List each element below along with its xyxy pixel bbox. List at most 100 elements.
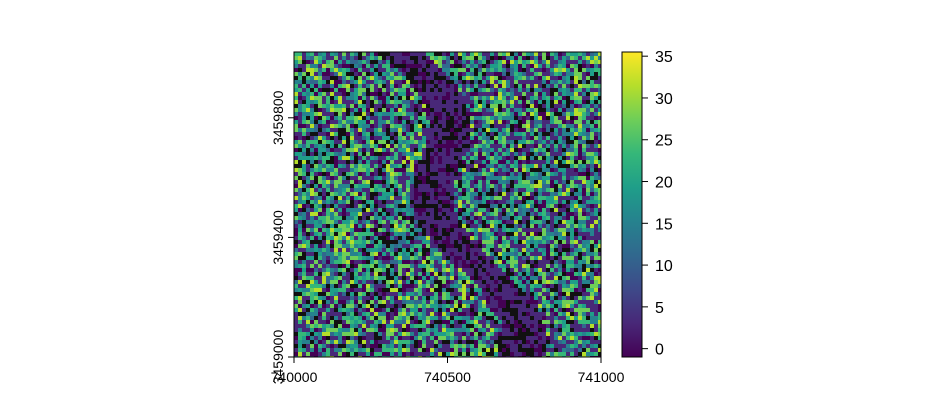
raster-cell: [530, 108, 534, 112]
raster-cell: [486, 176, 490, 180]
raster-cell: [542, 56, 546, 60]
raster-cell: [386, 68, 390, 72]
raster-cell: [458, 72, 462, 76]
raster-cell: [582, 172, 586, 176]
raster-cell: [322, 260, 326, 264]
raster-cell: [414, 148, 418, 152]
raster-cell: [474, 260, 478, 264]
raster-cell: [566, 280, 570, 284]
raster-cell: [542, 120, 546, 124]
raster-cell: [298, 76, 302, 80]
raster-cell: [486, 184, 490, 188]
raster-cell: [426, 248, 430, 252]
raster-cell: [334, 228, 338, 232]
raster-cell: [534, 188, 538, 192]
raster-cell: [366, 260, 370, 264]
raster-cell: [342, 172, 346, 176]
raster-cell: [410, 228, 414, 232]
raster-cell: [462, 288, 466, 292]
raster-cell: [554, 308, 558, 312]
raster-cell: [550, 176, 554, 180]
raster-cell: [510, 232, 514, 236]
raster-cell: [498, 144, 502, 148]
raster-cell: [514, 200, 518, 204]
raster-cell: [322, 128, 326, 132]
raster-cell: [578, 92, 582, 96]
raster-cell: [386, 224, 390, 228]
raster-cell: [582, 188, 586, 192]
raster-cell: [530, 88, 534, 92]
raster-cell: [330, 284, 334, 288]
raster-cell: [430, 88, 434, 92]
raster-cell: [338, 300, 342, 304]
raster-cell: [314, 232, 318, 236]
raster-cell: [442, 116, 446, 120]
raster-cell: [442, 88, 446, 92]
raster-cell: [294, 128, 298, 132]
raster-cell: [350, 236, 354, 240]
raster-cell: [430, 216, 434, 220]
raster-cell: [422, 68, 426, 72]
raster-cell: [318, 200, 322, 204]
raster-cell: [414, 156, 418, 160]
raster-cell: [310, 68, 314, 72]
raster-cell: [470, 64, 474, 68]
raster-cell: [506, 168, 510, 172]
raster-cell: [490, 264, 494, 268]
raster-cell: [386, 252, 390, 256]
raster-cell: [486, 128, 490, 132]
raster-cell: [306, 72, 310, 76]
raster-cell: [430, 160, 434, 164]
raster-cell: [550, 164, 554, 168]
raster-cell: [394, 296, 398, 300]
raster-cell: [466, 296, 470, 300]
raster-cell: [422, 188, 426, 192]
raster-cell: [482, 128, 486, 132]
raster-cell: [506, 92, 510, 96]
raster-cell: [510, 176, 514, 180]
raster-cell: [474, 80, 478, 84]
raster-cell: [298, 68, 302, 72]
raster-cell: [298, 132, 302, 136]
raster-cell: [506, 256, 510, 260]
raster-cell: [410, 60, 414, 64]
raster-cell: [594, 296, 598, 300]
raster-cell: [486, 120, 490, 124]
raster-cell: [566, 240, 570, 244]
raster-cell: [470, 100, 474, 104]
raster-cell: [518, 200, 522, 204]
raster-cell: [310, 304, 314, 308]
raster-cell: [578, 236, 582, 240]
raster-cell: [410, 144, 414, 148]
raster-cell: [418, 292, 422, 296]
raster-cell: [382, 96, 386, 100]
raster-cell: [294, 236, 298, 240]
raster-cell: [462, 264, 466, 268]
raster-cell: [422, 84, 426, 88]
raster-cell: [494, 276, 498, 280]
raster-cell: [598, 132, 601, 136]
raster-cell: [310, 112, 314, 116]
raster-cell: [314, 84, 318, 88]
raster-cell: [322, 288, 326, 292]
raster-cell: [586, 268, 590, 272]
raster-cell: [326, 276, 330, 280]
raster-cell: [594, 156, 598, 160]
raster-cell: [462, 272, 466, 276]
raster-cell: [562, 112, 566, 116]
raster-cell: [582, 72, 586, 76]
raster-cell: [474, 140, 478, 144]
raster-cell: [550, 236, 554, 240]
raster-cell: [590, 136, 594, 140]
raster-cell: [386, 156, 390, 160]
raster-cell: [582, 276, 586, 280]
raster-cell: [442, 112, 446, 116]
raster-cell: [314, 144, 318, 148]
raster-cell: [358, 120, 362, 124]
raster-cell: [526, 144, 530, 148]
raster-cell: [346, 220, 350, 224]
raster-cell: [330, 132, 334, 136]
raster-cell: [326, 172, 330, 176]
raster-cell: [530, 100, 534, 104]
raster-cell: [590, 196, 594, 200]
